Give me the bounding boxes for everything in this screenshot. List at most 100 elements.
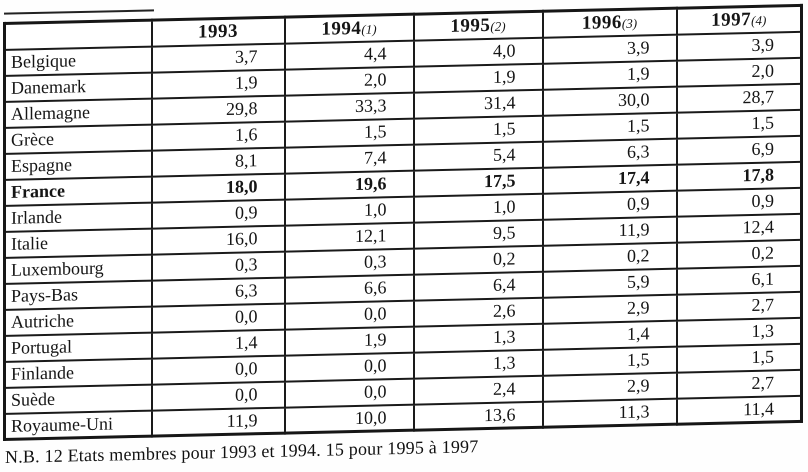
country-cell: Danemark (4, 72, 152, 102)
value-cell: 19,6 (284, 170, 414, 200)
value-cell: 1,5 (284, 118, 414, 148)
value-cell: 7,4 (284, 144, 414, 174)
table-body: Belgique 3,7 4,4 4,0 3,9 3,9 Danemark 1,9 2,0 1,9… (4, 31, 802, 440)
value-cell: 4,0 (413, 37, 543, 67)
value-cell: 17,4 (542, 164, 677, 194)
value-cell: 11,4 (676, 395, 802, 425)
country-cell: Finlande (4, 358, 152, 388)
value-cell: 1,3 (413, 349, 543, 379)
footnote-marker: (3) (621, 15, 638, 31)
value-cell: 18,0 (151, 173, 285, 203)
value-cell: 1,6 (151, 121, 285, 151)
country-cell: Portugal (4, 332, 152, 362)
value-cell: 31,4 (413, 89, 543, 119)
value-cell: 17,5 (413, 167, 543, 197)
value-cell: 0,0 (151, 381, 285, 411)
value-cell: 10,0 (284, 404, 414, 434)
footnote-marker: (1) (361, 21, 377, 37)
value-cell: 9,5 (413, 219, 543, 249)
value-cell: 0,9 (676, 187, 802, 217)
country-cell: Allemagne (4, 98, 152, 128)
value-cell: 0,9 (542, 190, 677, 220)
country-cell: Autriche (4, 306, 152, 336)
value-cell: 0,0 (151, 355, 285, 385)
country-cell: Italie (4, 228, 152, 258)
value-cell: 2,7 (676, 291, 802, 321)
value-cell: 1,5 (676, 109, 802, 139)
value-cell: 0,2 (676, 239, 802, 269)
year-header: 1997(4) (676, 5, 802, 35)
value-cell: 0,3 (151, 251, 285, 281)
value-cell: 30,0 (542, 86, 677, 116)
value-cell: 3,9 (542, 34, 677, 64)
value-cell: 1,9 (542, 60, 677, 90)
value-cell: 3,9 (676, 31, 802, 61)
year-label: 1995 (450, 14, 491, 37)
value-cell: 2,6 (413, 297, 543, 327)
year-label: 1996 (581, 11, 622, 34)
year-header: 1994(1) (284, 14, 414, 44)
value-cell: 12,1 (284, 222, 414, 252)
year-label: 1994 (321, 17, 362, 40)
value-cell: 1,4 (542, 320, 677, 350)
country-cell: Suède (4, 384, 152, 414)
value-cell: 1,4 (151, 329, 285, 359)
value-cell: 17,8 (676, 161, 802, 191)
value-cell: 1,0 (413, 193, 543, 223)
country-cell: Grèce (4, 124, 152, 154)
country-cell: France (4, 176, 152, 206)
value-cell: 6,3 (151, 277, 285, 307)
value-cell: 0,0 (284, 300, 414, 330)
value-cell: 6,4 (413, 271, 543, 301)
value-cell: 11,9 (151, 407, 285, 437)
value-cell: 0,3 (284, 248, 414, 278)
value-cell: 2,7 (676, 369, 802, 399)
value-cell: 1,5 (542, 346, 677, 376)
value-cell: 28,7 (676, 83, 802, 113)
value-cell: 1,3 (413, 323, 543, 353)
year-label: 1997 (711, 8, 752, 31)
value-cell: 1,5 (413, 115, 543, 145)
value-cell: 11,9 (542, 216, 677, 246)
country-cell: Irlande (4, 202, 152, 232)
year-header: 1995(2) (413, 11, 543, 41)
value-cell: 8,1 (151, 147, 285, 177)
value-cell: 2,9 (542, 372, 677, 402)
value-cell: 0,9 (151, 199, 285, 229)
table-region: 1993 1994(1) 1995(2) 1996(3) 1997(4) Belgiqu… (3, 3, 803, 468)
year-header: 1993 (151, 17, 285, 47)
value-cell: 1,5 (676, 343, 802, 373)
country-cell: Espagne (4, 150, 152, 180)
value-cell: 0,0 (151, 303, 285, 333)
value-cell: 1,9 (151, 69, 285, 99)
value-cell: 6,3 (542, 138, 677, 168)
value-cell: 6,1 (676, 265, 802, 295)
footnote-marker: (2) (490, 18, 506, 34)
country-cell: Luxembourg (4, 254, 152, 284)
value-cell: 33,3 (284, 92, 414, 122)
year-header: 1996(3) (542, 8, 677, 38)
value-cell: 5,4 (413, 141, 543, 171)
value-cell: 6,6 (284, 274, 414, 304)
value-cell: 0,0 (284, 378, 414, 408)
value-cell: 11,3 (542, 398, 677, 428)
value-cell: 13,6 (413, 401, 543, 431)
country-cell: Royaume-Uni (4, 410, 152, 440)
value-cell: 16,0 (151, 225, 285, 255)
value-cell: 1,9 (413, 63, 543, 93)
value-cell: 2,9 (542, 294, 677, 324)
value-cell: 2,0 (284, 66, 414, 96)
value-cell: 0,0 (284, 352, 414, 382)
value-cell: 5,9 (542, 268, 677, 298)
value-cell: 4,4 (284, 40, 414, 70)
value-cell: 29,8 (151, 95, 285, 125)
country-year-table: 1993 1994(1) 1995(2) 1996(3) 1997(4) Belgiqu… (3, 3, 803, 442)
corner-cell (4, 20, 152, 50)
scan-artifact-line (3, 9, 155, 15)
year-label: 1993 (198, 20, 238, 43)
value-cell: 12,4 (676, 213, 802, 243)
value-cell: 1,0 (284, 196, 414, 226)
value-cell: 1,5 (542, 112, 677, 142)
value-cell: 3,7 (151, 43, 285, 73)
